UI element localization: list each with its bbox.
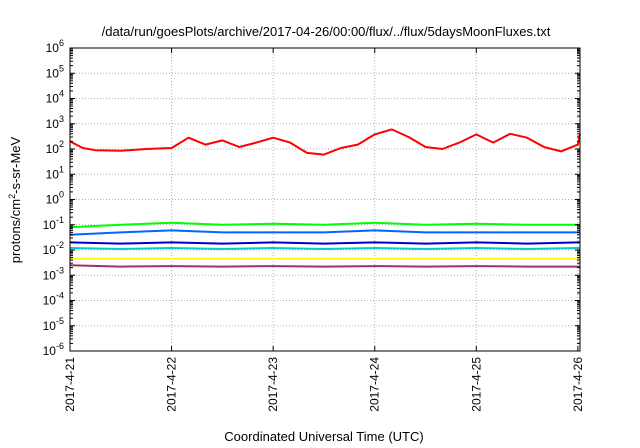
y-tick-label: 104 bbox=[46, 89, 64, 106]
y-tick-label: 100 bbox=[46, 190, 64, 207]
y-tick-label: 102 bbox=[46, 139, 64, 156]
y-tick-base: 10 bbox=[43, 344, 57, 358]
series-line-3 bbox=[69, 241, 580, 245]
y-tick-exponent: 2 bbox=[59, 139, 64, 149]
y-tick-base: 10 bbox=[46, 41, 60, 55]
y-tick-base: 10 bbox=[43, 319, 57, 333]
y-axis-ticks: 10-610-510-410-310-210-11001011021031041… bbox=[43, 38, 580, 358]
x-tick-label: 2017-4-22 bbox=[165, 357, 179, 412]
y-tick-exponent: 0 bbox=[59, 190, 64, 200]
y-tick-label: 106 bbox=[46, 38, 64, 55]
y-tick-exponent: -1 bbox=[56, 215, 64, 225]
x-axis-ticks: 2017-4-21 2017-4-22 2017-4-23 2017-4-24 2017… bbox=[63, 48, 585, 412]
y-tick-base: 10 bbox=[46, 142, 60, 156]
y-tick-exponent: -4 bbox=[56, 291, 64, 301]
x-tick-label: 2017-4-26 bbox=[571, 357, 585, 412]
y-tick-label: 10-4 bbox=[43, 291, 64, 308]
y-axis-label-superscript: 2 bbox=[7, 194, 17, 199]
chart-title: /data/run/goesPlots/archive/2017-04-26/0… bbox=[102, 24, 551, 39]
y-tick-base: 10 bbox=[43, 268, 57, 282]
series-line-0 bbox=[69, 128, 581, 156]
y-axis-label-prefix: protons/cm bbox=[8, 199, 23, 263]
y-tick-exponent: -3 bbox=[56, 265, 64, 275]
y-tick-exponent: 1 bbox=[59, 164, 64, 174]
y-tick-exponent: 6 bbox=[59, 38, 64, 48]
series-line-2 bbox=[69, 229, 580, 236]
y-tick-exponent: -6 bbox=[56, 341, 64, 351]
x-tick-label: 2017-4-21 bbox=[63, 357, 77, 412]
y-tick-exponent: -5 bbox=[56, 316, 64, 326]
y-tick-label: 101 bbox=[46, 164, 64, 181]
y-tick-label: 10-1 bbox=[43, 215, 64, 232]
series-line-1 bbox=[69, 221, 580, 229]
y-tick-label: 10-3 bbox=[43, 265, 64, 282]
y-tick-exponent: 3 bbox=[59, 114, 64, 124]
grid-lines bbox=[70, 48, 580, 351]
y-tick-label: 10-5 bbox=[43, 316, 64, 333]
y-tick-label: 10-6 bbox=[43, 341, 64, 358]
y-tick-base: 10 bbox=[43, 243, 57, 257]
y-tick-exponent: -2 bbox=[56, 240, 64, 250]
y-tick-label: 103 bbox=[46, 114, 64, 131]
y-tick-base: 10 bbox=[46, 92, 60, 106]
y-tick-base: 10 bbox=[46, 66, 60, 80]
series-line-4 bbox=[69, 247, 580, 250]
y-tick-exponent: 5 bbox=[59, 63, 64, 73]
x-tick-label: 2017-4-23 bbox=[266, 357, 280, 412]
y-axis-label: protons/cm2-s-sr-MeV bbox=[7, 136, 23, 263]
y-tick-base: 10 bbox=[43, 218, 57, 232]
y-tick-base: 10 bbox=[46, 117, 60, 131]
y-tick-base: 10 bbox=[43, 294, 57, 308]
x-tick-label: 2017-4-25 bbox=[469, 357, 483, 412]
y-tick-base: 10 bbox=[46, 193, 60, 207]
y-axis-label-suffix: -s-sr-MeV bbox=[8, 136, 23, 193]
x-axis-label: Coordinated Universal Time (UTC) bbox=[224, 429, 423, 444]
series-lines bbox=[69, 128, 581, 268]
y-tick-label: 10-2 bbox=[43, 240, 64, 257]
x-tick-label: 2017-4-24 bbox=[368, 357, 382, 412]
series-line-6 bbox=[69, 264, 580, 268]
y-tick-exponent: 4 bbox=[59, 89, 64, 99]
y-tick-base: 10 bbox=[46, 167, 60, 181]
y-tick-label: 105 bbox=[46, 63, 64, 80]
